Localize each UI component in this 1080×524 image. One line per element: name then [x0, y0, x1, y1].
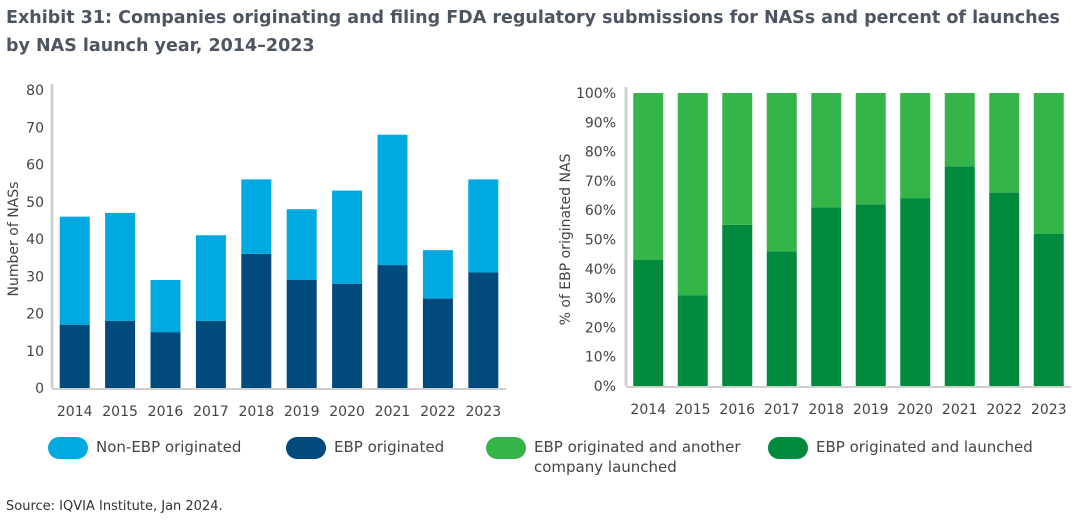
- legend-swatch-ebp-originated-and-launched: [768, 437, 808, 459]
- chart-0-x-tick-label: 2017: [193, 404, 229, 420]
- chart-1-x-tick-label: 2017: [764, 402, 800, 418]
- bar-ebp-originated-2020: [332, 283, 363, 388]
- chart-1-y-tick-label: 60%: [585, 203, 616, 219]
- bar-ebp-originated-2019: [286, 279, 317, 388]
- chart-0-y-tick-label: 30: [26, 269, 44, 285]
- chart-1-y-axis-title: % of EBP originated NAS: [558, 153, 574, 325]
- bar-ebp-originated-and-launched-2018: [811, 207, 842, 386]
- chart-1-x-tick-label: 2021: [942, 402, 978, 418]
- chart-left-number-of-nass: 0 10 20 30 40 50 60 70 80 Number of NASs 2014 2015 2…: [6, 83, 506, 420]
- bar-non-ebp-originated-2016: [150, 279, 181, 333]
- bar-non-ebp-originated-2015: [105, 212, 136, 321]
- chart-0-y-tick-label: 80: [26, 83, 44, 99]
- bar-non-ebp-originated-2018: [241, 179, 272, 254]
- bar-ebp-originated-2018: [241, 253, 272, 388]
- chart-0-x-tick-label: 2020: [329, 404, 365, 420]
- bar-ebp-originated-and-launched-2019: [855, 204, 886, 386]
- legend-label-non-ebp-originated: Non-EBP originated: [96, 438, 242, 456]
- bar-non-ebp-originated-2023: [468, 179, 499, 273]
- chart-0-y-tick-label: 60: [26, 158, 44, 174]
- bar-ebp-originated-and-launched-2020: [900, 198, 931, 386]
- bar-ebp-originated-and-another-company-launched-2016: [722, 93, 753, 225]
- legend-label-ebp-originated: EBP originated: [334, 438, 445, 456]
- chart-1-y-tick-label: 100%: [576, 86, 616, 102]
- chart-1-y-tick-label: 40%: [585, 262, 616, 278]
- chart-0-x-tick-label: 2022: [420, 404, 456, 420]
- chart-0-x-tick-label: 2021: [375, 404, 411, 420]
- chart-1-x-tick-label: 2019: [853, 402, 889, 418]
- chart-1-y-tick-label: 10%: [585, 350, 616, 366]
- chart-0-x-tick-label: 2016: [148, 404, 184, 420]
- chart-0-x-tick-label: 2018: [238, 404, 274, 420]
- bar-ebp-originated-2014: [59, 324, 90, 388]
- chart-1-y-tick-label: 0%: [594, 379, 616, 395]
- chart-0-y-tick-label: 40: [26, 232, 44, 248]
- chart-1-y-tick-label: 30%: [585, 291, 616, 307]
- chart-1-y-tick-label: 50%: [585, 233, 616, 249]
- bar-non-ebp-originated-2017: [195, 235, 226, 321]
- chart-1-x-tick-label: 2016: [719, 402, 755, 418]
- chart-1-y-tick-label: 70%: [585, 174, 616, 190]
- chart-0-y-tick-label: 70: [26, 120, 44, 136]
- bar-non-ebp-originated-2014: [59, 216, 90, 325]
- bar-ebp-originated-and-launched-2017: [766, 251, 797, 386]
- bar-ebp-originated-and-another-company-launched-2014: [633, 93, 664, 261]
- chart-0-y-tick-label: 50: [26, 195, 44, 211]
- chart-1-x-tick-label: 2022: [986, 402, 1022, 418]
- chart-1-y-tick-label: 20%: [585, 320, 616, 336]
- chart-right-percent-ebp-originated: 0% 10% 20% 30% 40% 50% 60% 70% 80% 90% 100% % of EB…: [558, 86, 1071, 418]
- chart-0-x-tick-label: 2014: [57, 404, 93, 420]
- chart-0-y-tick-label: 0: [35, 381, 44, 397]
- bar-ebp-originated-and-launched-2022: [989, 192, 1020, 386]
- bar-ebp-originated-2015: [105, 320, 136, 388]
- bar-ebp-originated-and-another-company-launched-2022: [989, 93, 1020, 193]
- bar-ebp-originated-and-another-company-launched-2023: [1033, 93, 1064, 234]
- chart-0-y-tick-label: 10: [26, 344, 44, 360]
- legend-item-ebp-originated-and-launched: EBP originated and launched: [768, 437, 1033, 459]
- bar-ebp-originated-2021: [377, 265, 408, 388]
- chart-0-x-tick-label: 2015: [102, 404, 138, 420]
- bar-non-ebp-originated-2020: [332, 190, 363, 284]
- legend-swatch-ebp-originated-another-launched: [486, 437, 526, 459]
- chart-1-x-tick-label: 2015: [675, 402, 711, 418]
- legend-swatch-non-ebp-originated: [48, 437, 88, 459]
- source-note: Source: IQVIA Institute, Jan 2024.: [6, 499, 223, 514]
- bar-non-ebp-originated-2019: [286, 209, 317, 280]
- bar-ebp-originated-2017: [195, 320, 226, 388]
- chart-0-y-axis-title: Number of NASs: [6, 182, 22, 297]
- bar-ebp-originated-and-another-company-launched-2015: [677, 93, 708, 296]
- legend-item-non-ebp-originated: Non-EBP originated: [48, 437, 241, 459]
- chart-1-x-tick-label: 2014: [630, 402, 666, 418]
- chart-0-y-tick-label: 20: [26, 307, 44, 323]
- bar-ebp-originated-2023: [468, 272, 499, 388]
- bar-ebp-originated-and-another-company-launched-2021: [944, 93, 975, 167]
- legend-item-ebp-originated: EBP originated: [286, 437, 444, 459]
- bar-ebp-originated-2016: [150, 332, 181, 388]
- chart-1-x-tick-label: 2023: [1031, 402, 1067, 418]
- chart-title: Exhibit 31: Companies originating and fi…: [6, 8, 1060, 56]
- chart-0-x-tick-label: 2019: [284, 404, 320, 420]
- chart-0-x-tick-label: 2023: [465, 404, 501, 420]
- chart-1-y-tick-label: 90%: [585, 115, 616, 131]
- bar-non-ebp-originated-2022: [422, 250, 453, 299]
- legend-swatch-ebp-originated: [286, 437, 326, 459]
- chart-1-x-tick-label: 2020: [897, 402, 933, 418]
- bar-ebp-originated-and-launched-2014: [633, 260, 664, 386]
- chart-1-y-tick-label: 80%: [585, 145, 616, 161]
- chart-1-x-tick-label: 2018: [808, 402, 844, 418]
- bar-ebp-originated-and-launched-2016: [722, 224, 753, 386]
- bar-ebp-originated-and-another-company-launched-2017: [766, 93, 797, 252]
- legend-label-ebp-originated-another-launched: EBP originated and another company launc…: [534, 438, 741, 476]
- bar-ebp-originated-2022: [422, 298, 453, 388]
- legend-label-ebp-originated-and-launched: EBP originated and launched: [816, 438, 1033, 456]
- bar-ebp-originated-and-launched-2023: [1033, 233, 1064, 386]
- bar-ebp-originated-and-launched-2015: [677, 295, 708, 386]
- bar-ebp-originated-and-another-company-launched-2020: [900, 93, 931, 199]
- bar-ebp-originated-and-launched-2021: [944, 166, 975, 386]
- bar-ebp-originated-and-another-company-launched-2019: [855, 93, 886, 205]
- bar-non-ebp-originated-2021: [377, 134, 408, 266]
- legend-item-ebp-originated-another-launched: EBP originated and another company launc…: [486, 437, 764, 477]
- bar-ebp-originated-and-another-company-launched-2018: [811, 93, 842, 208]
